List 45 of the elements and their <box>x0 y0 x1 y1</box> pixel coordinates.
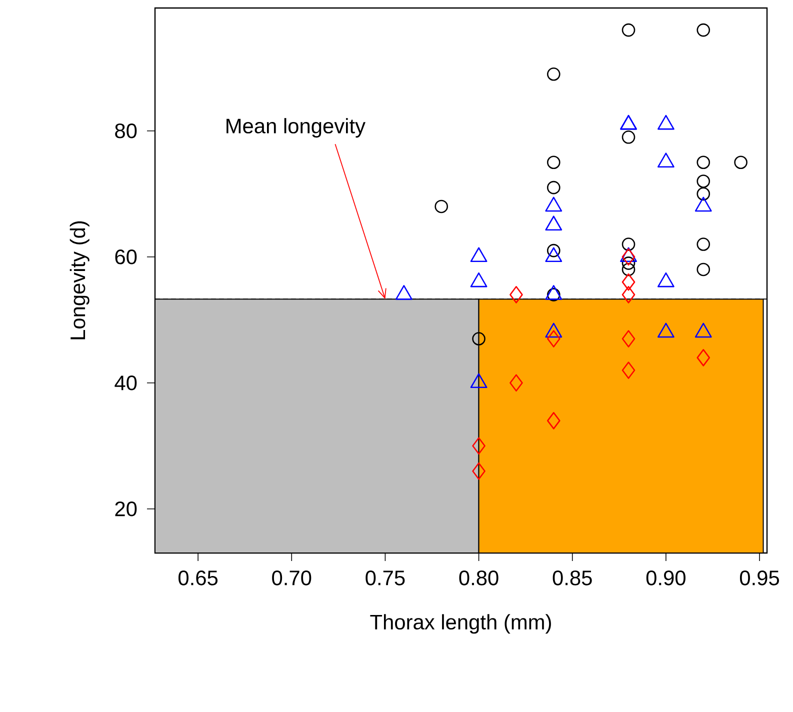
point <box>547 330 560 348</box>
point <box>547 288 560 302</box>
point <box>622 362 636 379</box>
x-tick-label: 0.95 <box>740 570 779 586</box>
y-tick-label: 60 <box>115 249 137 264</box>
point <box>510 286 523 304</box>
point <box>696 349 710 366</box>
x-tick-label: 0.90 <box>646 570 686 586</box>
point <box>734 156 748 170</box>
point <box>510 374 523 392</box>
point <box>696 187 710 201</box>
point <box>696 238 710 251</box>
x-axis-title: Thorax length (mm) <box>370 614 551 634</box>
point <box>622 256 636 270</box>
x-tick-label: 0.75 <box>366 570 405 586</box>
point <box>622 23 636 37</box>
point <box>622 273 636 291</box>
x-tick-label: 0.70 <box>272 570 312 586</box>
point <box>472 332 486 346</box>
point <box>622 130 636 144</box>
point <box>472 437 486 455</box>
y-axis-title: Longevity (d) <box>70 221 90 340</box>
point <box>622 262 636 276</box>
point <box>547 244 560 258</box>
x-tick-label: 0.85 <box>552 570 592 586</box>
point <box>622 248 636 266</box>
point <box>696 156 710 170</box>
x-tick-label: 0.65 <box>178 570 218 586</box>
point <box>622 286 636 304</box>
y-tick-label: 40 <box>114 375 137 390</box>
y-tick-label: 80 <box>115 123 137 138</box>
point <box>547 412 560 430</box>
point <box>547 68 560 81</box>
ref-line-label: Mean longevity <box>226 118 366 138</box>
point <box>696 174 710 188</box>
point <box>622 238 636 251</box>
point <box>472 462 486 480</box>
x-tick-label: 0.80 <box>459 570 498 586</box>
y-tick-label: 20 <box>115 501 137 516</box>
point <box>547 180 560 194</box>
point <box>696 23 710 37</box>
point <box>696 262 710 276</box>
point <box>622 330 636 348</box>
point <box>434 200 448 214</box>
point <box>547 156 560 170</box>
